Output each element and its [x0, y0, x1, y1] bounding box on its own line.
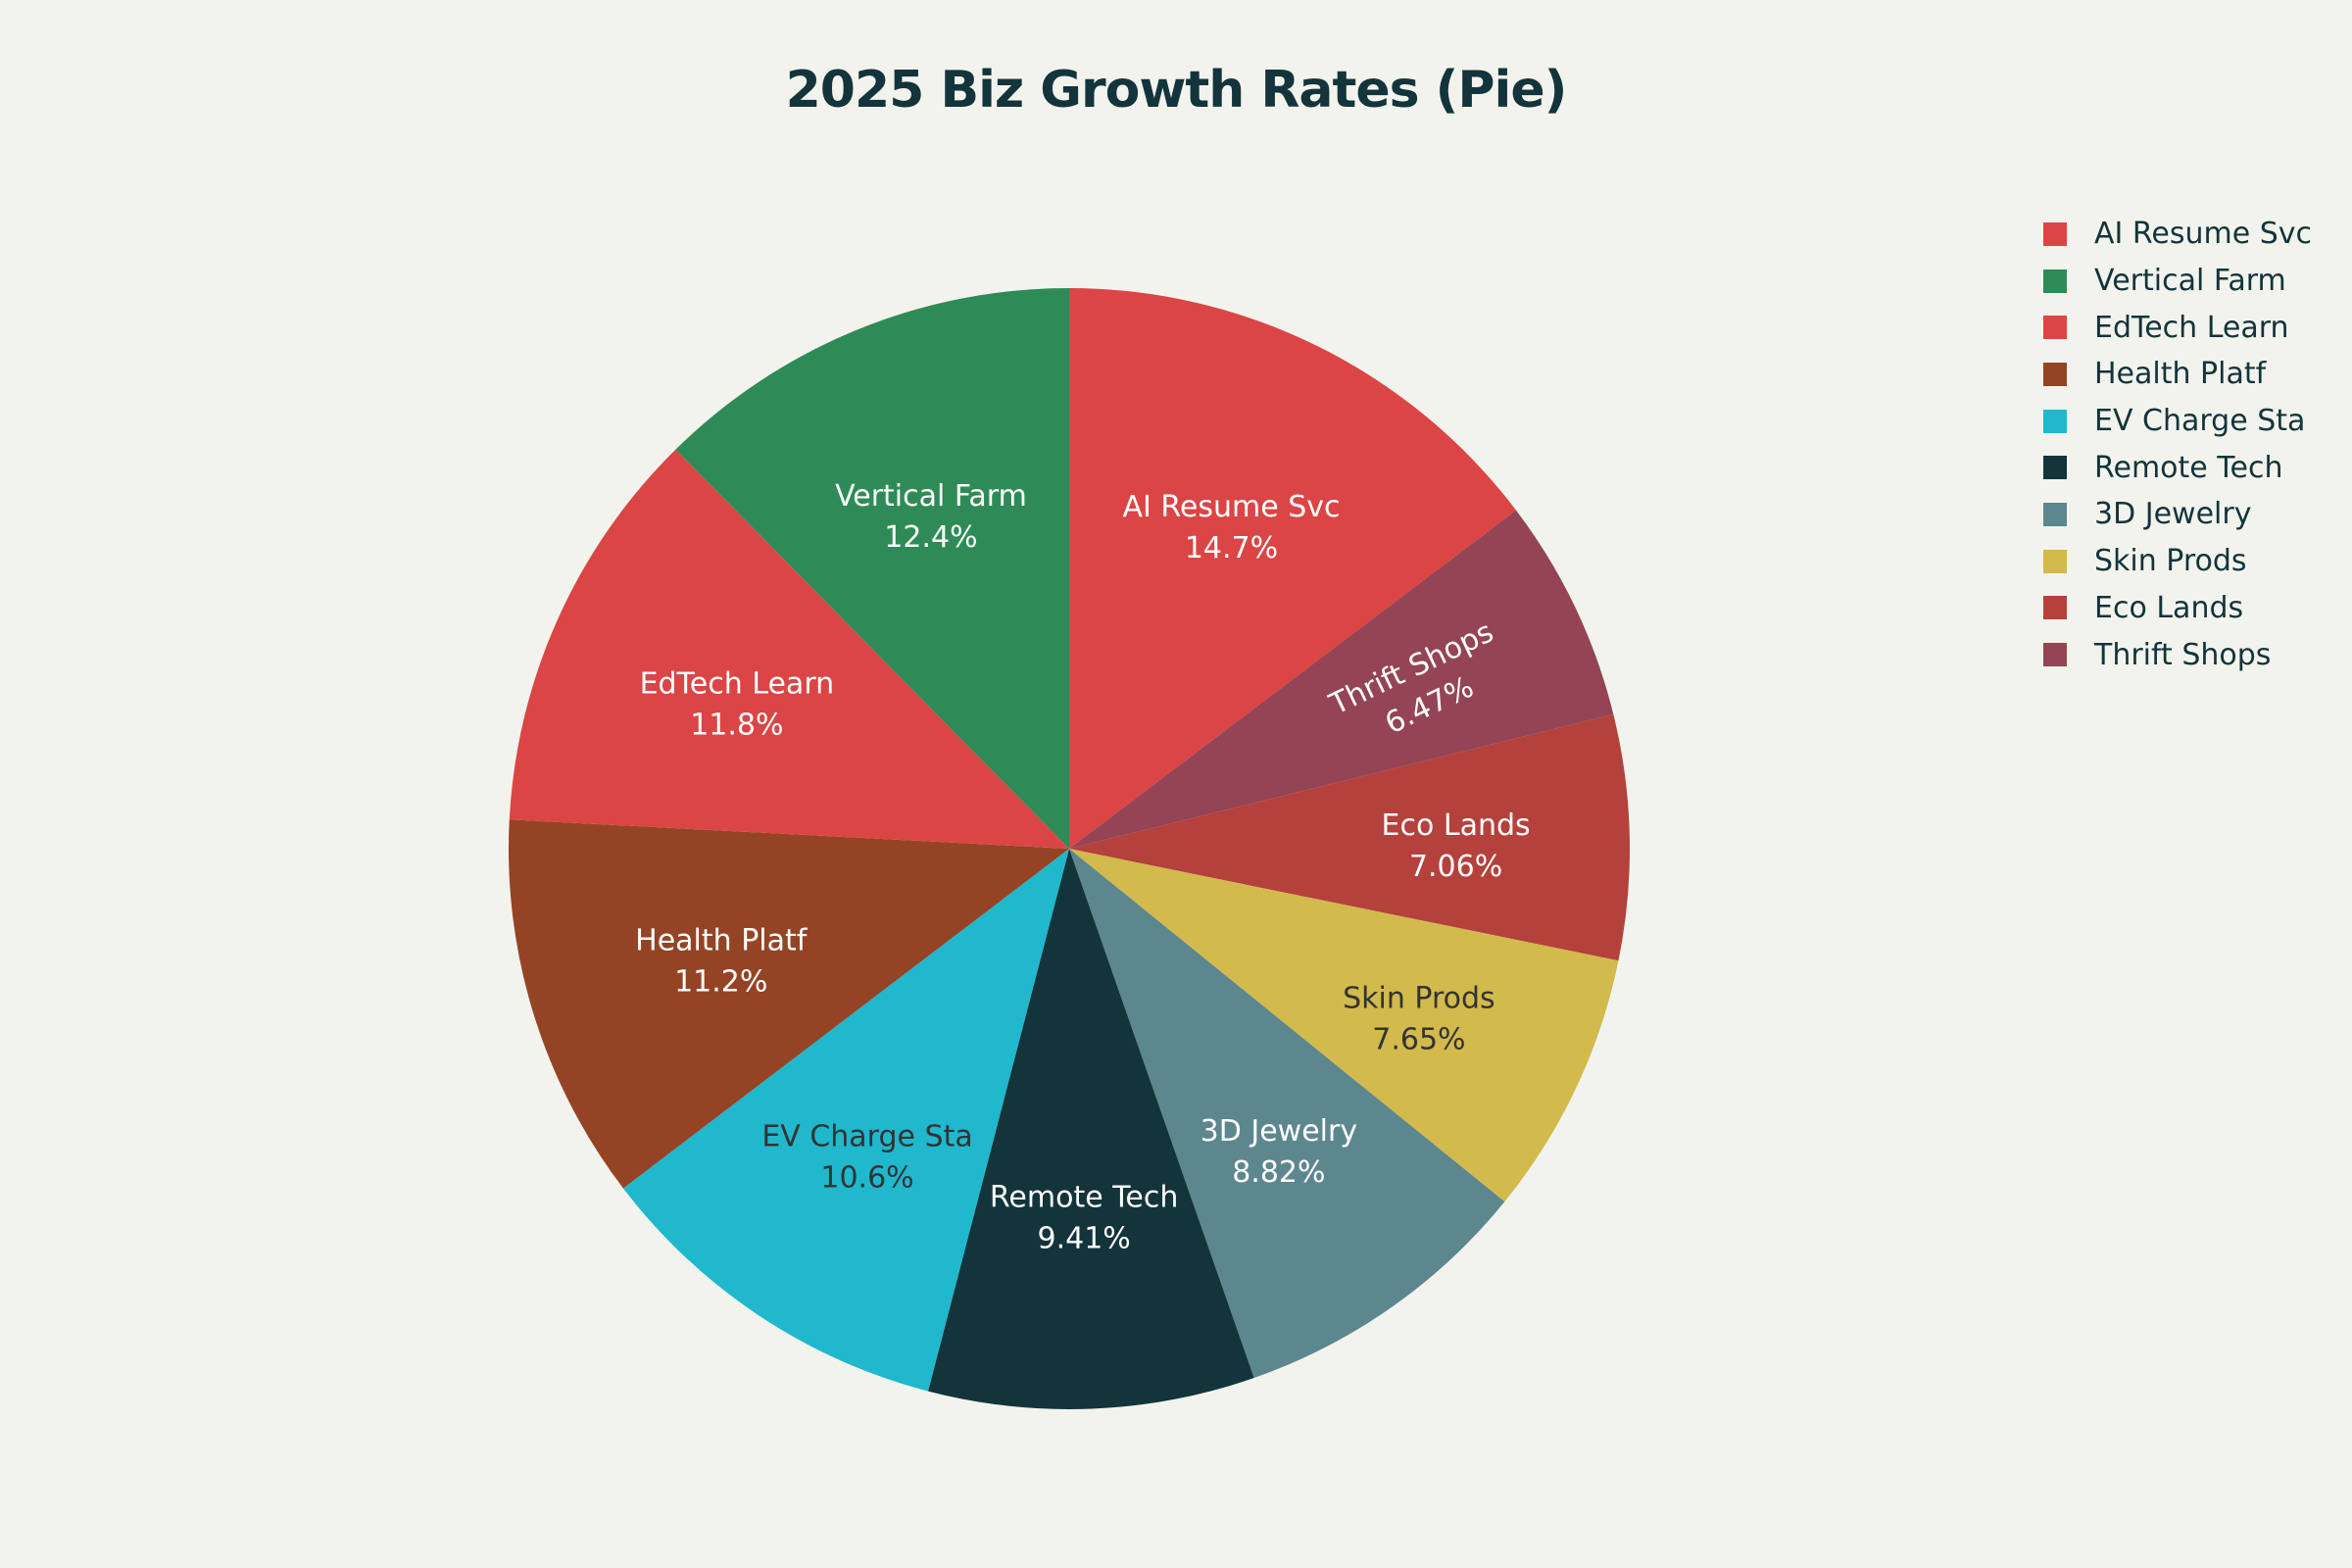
slice-name-label: Eco Lands [1382, 808, 1531, 843]
pie-slice-4 [1069, 849, 1505, 1378]
legend-swatch [2043, 596, 2067, 620]
slice-label-7: Health Platf 11.2% [635, 924, 808, 1000]
legend-label: AI Resume Svc [2094, 217, 2313, 252]
slice-value-label: 14.7% [1185, 531, 1278, 565]
slice-name-label: 3D Jewelry [1200, 1114, 1357, 1149]
slice-label-6: EV Charge Sta 10.6% [761, 1120, 972, 1196]
slice-label-9: Vertical Farm 12.4% [835, 479, 1027, 555]
legend-label: Skin Prods [2094, 544, 2247, 579]
slice-label-0: AI Resume Svc 14.7% [1122, 490, 1340, 565]
slice-label-2: Eco Lands 7.06% [1382, 808, 1531, 884]
pie-slice-6 [622, 849, 1069, 1392]
legend: AI Resume Svc Vertical Farm EdTech Learn He… [2043, 211, 2312, 678]
legend-label: Remote Tech [2094, 450, 2283, 485]
slice-name-label: AI Resume Svc [1122, 490, 1340, 524]
legend-swatch [2043, 643, 2067, 667]
pie-slice-5 [927, 849, 1254, 1410]
slice-value-label: 9.41% [1038, 1221, 1131, 1255]
legend-swatch [2043, 362, 2067, 386]
legend-label: Vertical Farm [2094, 264, 2286, 299]
legend-label: Eco Lands [2094, 590, 2244, 625]
slice-name-label: Remote Tech [990, 1180, 1178, 1214]
slice-name-label: Skin Prods [1343, 981, 1495, 1015]
legend-item-5[interactable]: Remote Tech [2043, 444, 2312, 491]
slice-value-label: 11.8% [690, 709, 783, 743]
chart-title: 2025 Biz Growth Rates (Pie) [785, 61, 1568, 120]
legend-label: EV Charge Sta [2094, 404, 2306, 439]
pie-slice-9 [675, 288, 1069, 849]
legend-swatch [2043, 456, 2067, 480]
slice-name-label: Health Platf [635, 924, 808, 958]
legend-swatch [2043, 502, 2067, 526]
legend-item-9[interactable]: Thrift Shops [2043, 631, 2312, 678]
pie-slice-7 [509, 819, 1069, 1189]
legend-label: Health Platf [2094, 357, 2267, 392]
slice-name-label: EdTech Learn [640, 667, 835, 702]
legend-item-0[interactable]: AI Resume Svc [2043, 211, 2312, 258]
legend-item-6[interactable]: 3D Jewelry [2043, 491, 2312, 538]
legend-swatch [2043, 549, 2067, 573]
legend-swatch [2043, 409, 2067, 433]
slice-value-label: 7.06% [1409, 850, 1502, 884]
legend-item-4[interactable]: EV Charge Sta [2043, 398, 2312, 445]
legend-label: Thrift Shops [2094, 637, 2272, 672]
slice-label-5: Remote Tech 9.41% [990, 1180, 1178, 1255]
legend-item-3[interactable]: Health Platf [2043, 351, 2312, 398]
slice-value-label: 11.2% [674, 965, 767, 1000]
pie-slice-0 [1069, 288, 1516, 849]
slice-value-label: 10.6% [820, 1161, 913, 1196]
legend-swatch [2043, 221, 2067, 246]
pie-slice-2 [1069, 713, 1630, 961]
legend-label: EdTech Learn [2094, 310, 2289, 345]
slice-label-3: Skin Prods 7.65% [1343, 981, 1495, 1056]
legend-item-1[interactable]: Vertical Farm [2043, 258, 2312, 305]
legend-label: 3D Jewelry [2094, 497, 2252, 532]
slice-value-label: 7.65% [1372, 1022, 1465, 1056]
slice-label-4: 3D Jewelry 8.82% [1200, 1114, 1357, 1190]
slice-value-label: 8.82% [1232, 1155, 1325, 1190]
pie-slice-8 [509, 449, 1069, 849]
slice-name-label: EV Charge Sta [761, 1120, 972, 1154]
legend-swatch [2043, 316, 2067, 340]
pie-slice-3 [1069, 849, 1619, 1202]
pie-slice-1 [1069, 510, 1614, 849]
legend-item-2[interactable]: EdTech Learn [2043, 304, 2312, 351]
slice-name-label: Vertical Farm [835, 479, 1027, 514]
legend-item-8[interactable]: Eco Lands [2043, 585, 2312, 632]
slice-value-label: 12.4% [884, 520, 977, 555]
legend-item-7[interactable]: Skin Prods [2043, 538, 2312, 585]
slice-label-8: EdTech Learn 11.8% [640, 667, 835, 743]
legend-swatch [2043, 269, 2067, 293]
